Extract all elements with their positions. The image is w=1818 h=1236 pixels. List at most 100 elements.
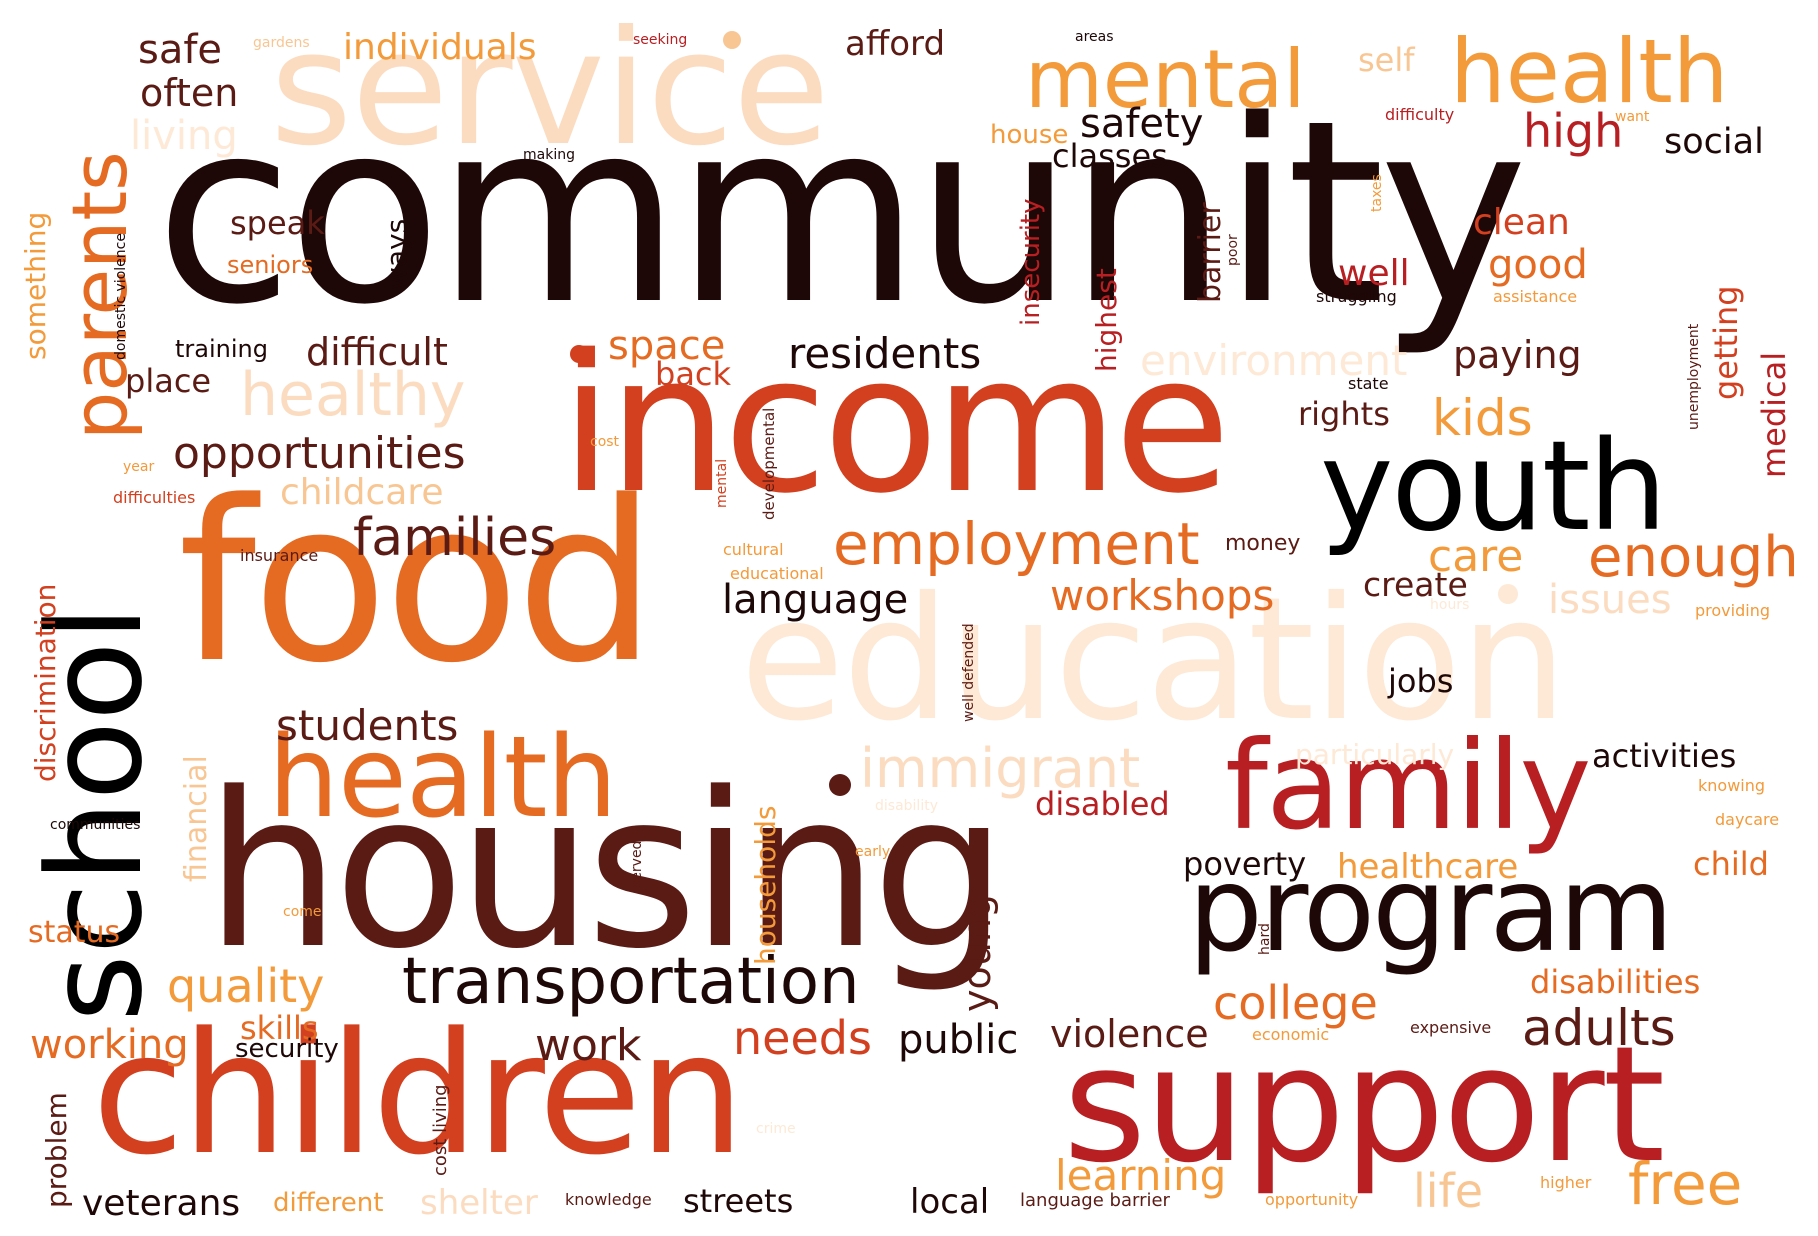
word-early: early <box>855 844 891 860</box>
word-disabled: disabled <box>1035 785 1170 823</box>
word-young: young <box>955 893 999 1012</box>
word-disabilities: disabilities <box>1530 963 1701 1001</box>
word-veterans: veterans <box>82 1183 241 1224</box>
word-difficulty: difficulty <box>1385 105 1455 124</box>
word-good: good <box>1488 242 1588 288</box>
word-areas: areas <box>1075 29 1114 45</box>
word-disability: disability <box>875 798 938 814</box>
word-year: year <box>123 459 155 475</box>
word-enough: enough <box>1588 525 1799 590</box>
word-students: students <box>276 701 459 750</box>
word-activities: activities <box>1592 737 1737 775</box>
word-jobs: jobs <box>1388 662 1454 700</box>
word-providing: providing <box>1695 601 1770 620</box>
word-seniors: seniors <box>227 251 314 279</box>
word-domestic-violence: domestic violence <box>113 233 129 360</box>
word-streets: streets <box>683 1182 794 1220</box>
word-problem: problem <box>40 1092 73 1208</box>
word-served: served <box>629 840 645 888</box>
word-gardens: gardens <box>253 35 310 51</box>
word-cost: cost <box>590 434 620 450</box>
word-come: come <box>283 904 322 920</box>
word-health-top: health <box>1450 20 1729 123</box>
word-classes: classes <box>1052 137 1168 175</box>
word-create: create <box>1363 565 1468 604</box>
word-cost-living: cost living <box>430 1084 451 1176</box>
word-local: local <box>910 1182 990 1222</box>
word-immigrant: immigrant <box>860 737 1141 800</box>
word-households: households <box>749 805 782 965</box>
word-individuals: individuals <box>343 27 537 68</box>
word-learning: learning <box>1055 1151 1227 1200</box>
word-childcare: childcare <box>280 472 444 513</box>
word-speak: speak <box>230 204 325 242</box>
word-families: families <box>353 508 557 568</box>
word-well-defended: well defended <box>961 623 977 722</box>
word-income: income <box>560 314 1231 535</box>
word-clean: clean <box>1473 202 1570 243</box>
word-want: want <box>1615 109 1650 125</box>
word-security: security <box>235 1034 339 1064</box>
word-daycare: daycare <box>1715 810 1780 829</box>
word-transportation: transportation <box>402 945 860 1019</box>
word-state: state <box>1348 374 1389 393</box>
word-safety: safety <box>1080 101 1204 147</box>
word-care: care <box>1428 531 1524 582</box>
word-taxes: taxes <box>1369 174 1385 212</box>
word-hours: hours <box>1430 597 1470 613</box>
word-higher: higher <box>1540 1173 1592 1192</box>
word-residents: residents <box>788 329 982 378</box>
word-afford: afford <box>845 24 946 64</box>
word-something: something <box>19 211 52 360</box>
word-unemployment: unemployment <box>1686 323 1702 430</box>
word-food: food <box>178 454 657 712</box>
word-hard: hard <box>1257 923 1273 955</box>
word-college: college <box>1213 976 1378 1030</box>
word-ways: ways <box>380 218 413 290</box>
word-struggling: struggling <box>1316 287 1397 306</box>
word-communities: communities <box>50 817 141 833</box>
word-skills: skills <box>240 1009 319 1047</box>
word-status: status <box>28 915 121 950</box>
word-seeking: seeking <box>633 32 688 48</box>
word-rights: rights <box>1298 395 1390 433</box>
word-cultural: cultural <box>723 540 784 559</box>
word-safe: safe <box>138 27 223 73</box>
word-program: program <box>1188 840 1674 978</box>
word-crime: crime <box>756 1121 796 1137</box>
word-language: language <box>722 577 909 623</box>
word-different: different <box>273 1188 384 1218</box>
word-house: house <box>990 120 1069 150</box>
word-economic: economic <box>1252 1025 1330 1044</box>
word-difficulties: difficulties <box>113 488 196 507</box>
word-quality: quality <box>167 959 325 1013</box>
word-workshops: workshops <box>1050 571 1275 620</box>
word-opportunities: opportunities <box>173 428 466 479</box>
word-work: work <box>535 1020 642 1071</box>
word-insecurity: insecurity <box>1016 198 1046 326</box>
word-often: often <box>140 71 239 115</box>
word-living: living <box>130 113 238 159</box>
word-paying: paying <box>1453 333 1582 377</box>
word-family: family <box>1225 715 1592 857</box>
word-working: working <box>30 1022 189 1068</box>
word-making: making <box>523 147 575 163</box>
word-high: high <box>1523 104 1624 158</box>
word-expensive: expensive <box>1410 1018 1492 1037</box>
word-healthcare: healthcare <box>1337 847 1519 887</box>
word-social: social <box>1664 122 1764 162</box>
word-assistance: assistance <box>1493 287 1578 306</box>
word-community: community <box>155 67 1528 360</box>
word-issues: issues <box>1548 577 1672 623</box>
word-opportunity: opportunity <box>1265 1190 1359 1209</box>
word-mental: mental <box>1025 33 1306 126</box>
word-poor: poor <box>1225 234 1241 266</box>
word-healthy: healthy <box>240 360 466 430</box>
word-mental-small: mental <box>714 458 730 508</box>
word-shelter: shelter <box>420 1183 538 1223</box>
word-medical: medical <box>1755 351 1793 478</box>
word-place: place <box>125 362 212 400</box>
word-well: well <box>1338 253 1410 294</box>
word-kids: kids <box>1432 389 1533 447</box>
